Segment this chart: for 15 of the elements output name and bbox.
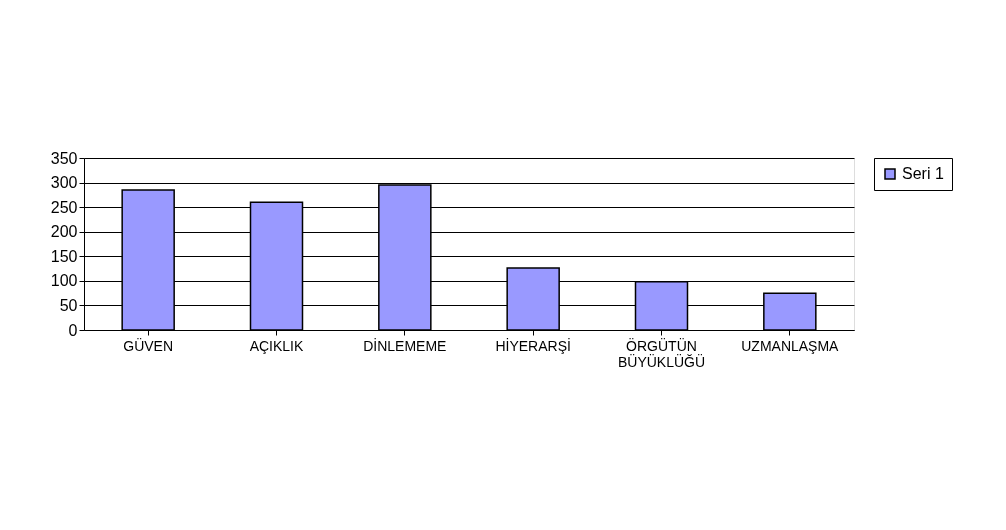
y-tick-label: 300 — [50, 174, 78, 192]
legend-label: Seri 1 — [902, 165, 944, 182]
x-tick-label: DİNLEMEME — [363, 336, 447, 354]
x-tick-label: AÇIKLIK — [249, 337, 304, 354]
y-tick-label: 100 — [50, 272, 78, 290]
x-tick-label: ÖRGÜTÜN BÜYÜKLÜĞÜ — [617, 336, 706, 370]
y-tick-label: 250 — [50, 198, 78, 216]
y-tick-label: 0 — [68, 321, 78, 339]
x-tick-label: HİYERARŞİ — [495, 336, 571, 354]
y-tick-label: 200 — [50, 223, 78, 241]
y-tick-label: 350 — [50, 149, 78, 167]
y-tick-label: 150 — [50, 247, 78, 265]
x-tick-label: UZMANLAŞMA — [741, 337, 840, 354]
y-tick-label: 50 — [59, 296, 78, 314]
x-tick-label: GÜVEN — [123, 336, 174, 354]
